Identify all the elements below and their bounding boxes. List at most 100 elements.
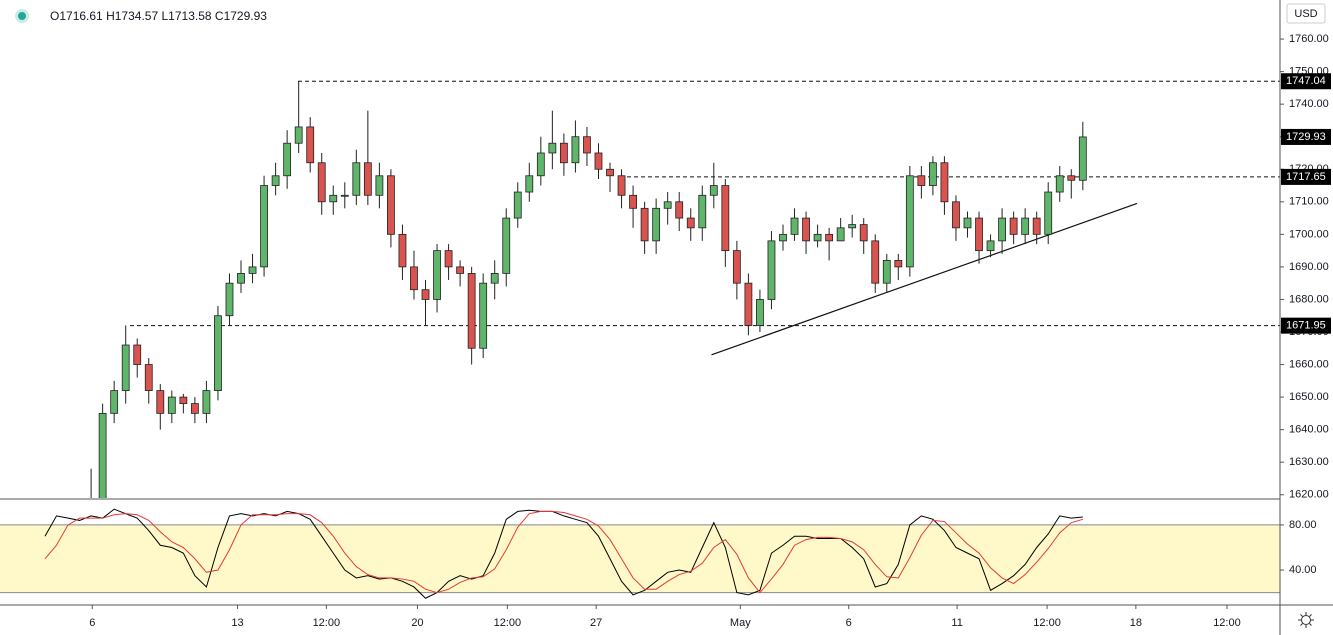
candle-body <box>825 233 834 242</box>
ohlc-value: 1713.58 <box>168 9 212 23</box>
x-tick-label: 12:00 <box>1213 617 1241 629</box>
candle-body <box>190 403 199 414</box>
x-tick-label: 27 <box>590 617 602 629</box>
candle-body <box>975 217 983 252</box>
candle-body <box>894 259 903 268</box>
candle-body <box>871 240 880 284</box>
candle-body <box>317 162 326 203</box>
oscillator-line <box>44 510 1083 594</box>
candle-body <box>363 162 372 196</box>
candle-body <box>110 390 119 414</box>
ohlc-value: 1734.57 <box>115 9 159 23</box>
candle-body <box>1078 136 1087 181</box>
y-tick-label: 1630.00 <box>1289 456 1329 468</box>
candle-body <box>421 289 430 300</box>
ohlc-value: 1729.93 <box>224 9 268 23</box>
level-label: 1671.95 <box>1286 320 1326 332</box>
oscillator-line <box>44 508 1083 599</box>
candle-body <box>882 259 891 284</box>
ohlc-value: 1716.61 <box>59 9 103 23</box>
candle-body <box>629 194 637 209</box>
candle-body <box>583 136 591 154</box>
candle-body <box>756 299 764 326</box>
candle-body <box>536 152 545 177</box>
candle-body <box>1009 217 1018 235</box>
y-tick-label: 1690.00 <box>1289 261 1329 273</box>
candle-body <box>225 282 234 317</box>
x-tick-label: 12:00 <box>313 617 341 629</box>
candle-body <box>698 194 707 229</box>
candle-body <box>237 273 245 284</box>
level-label: 1747.04 <box>1286 75 1326 87</box>
y-tick-label: 80.00 <box>1289 519 1317 531</box>
candle-body <box>513 191 522 219</box>
y-tick-label: 1700.00 <box>1289 228 1329 240</box>
candle-body <box>479 282 488 349</box>
candle-body <box>294 126 303 144</box>
level-label-box <box>1281 317 1331 334</box>
candle-body <box>1055 175 1064 193</box>
candle-body <box>663 201 672 209</box>
candle-body <box>283 142 292 177</box>
candle-body <box>1021 217 1030 235</box>
x-tick-label: 12:00 <box>494 617 522 629</box>
candle-body <box>490 273 499 284</box>
x-tick-label: 18 <box>1130 617 1142 629</box>
candle-body <box>352 162 361 196</box>
candle-body <box>433 250 441 300</box>
candle-body <box>963 217 972 229</box>
candle-body <box>456 266 465 274</box>
candle-body <box>836 227 845 242</box>
candle-body <box>940 162 949 203</box>
y-tick-label: 1680.00 <box>1289 293 1329 305</box>
x-tick-label: 11 <box>951 617 962 629</box>
candle-body <box>467 273 476 349</box>
candle-body <box>571 136 580 164</box>
candle-body <box>709 185 718 196</box>
candle-body <box>640 207 649 242</box>
y-tick-label: 1710.00 <box>1289 196 1329 208</box>
level-label: 1717.65 <box>1286 171 1326 183</box>
candle-body <box>1032 217 1041 235</box>
candle-body <box>375 175 384 196</box>
candle-body <box>502 217 511 274</box>
candle-body <box>167 396 176 414</box>
candle-body <box>202 390 211 414</box>
level-label-box <box>1281 73 1331 90</box>
last-price-box <box>1281 128 1331 145</box>
last-price-label: 1729.93 <box>1286 131 1326 143</box>
candle-body <box>306 126 315 164</box>
candle-body <box>398 233 407 268</box>
x-tick-label: 20 <box>411 617 423 629</box>
oscillator-pane <box>0 508 1280 599</box>
candle-body <box>1044 191 1053 235</box>
candle-body <box>606 168 614 177</box>
x-tick-label: May <box>730 617 751 629</box>
candle-body <box>179 396 188 405</box>
ohlc-label: C <box>215 9 224 23</box>
candle-body <box>802 217 810 242</box>
x-tick-label: 12:00 <box>1033 617 1061 629</box>
candle-body <box>617 175 626 196</box>
candle-body <box>248 266 257 274</box>
currency-box[interactable] <box>1286 3 1326 24</box>
candle-body <box>340 194 349 197</box>
level-label-box <box>1281 168 1331 185</box>
candle-body <box>88 501 95 511</box>
trendline <box>711 202 1138 356</box>
settings-icon[interactable] <box>1298 612 1314 628</box>
candle-body <box>133 344 142 365</box>
x-tick-label: 6 <box>846 617 852 629</box>
candle-body <box>744 282 753 326</box>
candle-body <box>548 142 557 154</box>
candle-body <box>779 233 787 242</box>
candle-body <box>387 175 395 235</box>
candle-body <box>144 364 153 391</box>
ohlc-header: O1716.61 H1734.57 L1713.58 C1729.93 <box>50 9 267 23</box>
candle-body <box>594 152 603 170</box>
x-tick-label: 13 <box>231 617 243 629</box>
currency: USD <box>1294 8 1317 20</box>
candle-body <box>214 315 222 391</box>
price-pane <box>88 80 1280 511</box>
status-dot <box>18 12 26 20</box>
